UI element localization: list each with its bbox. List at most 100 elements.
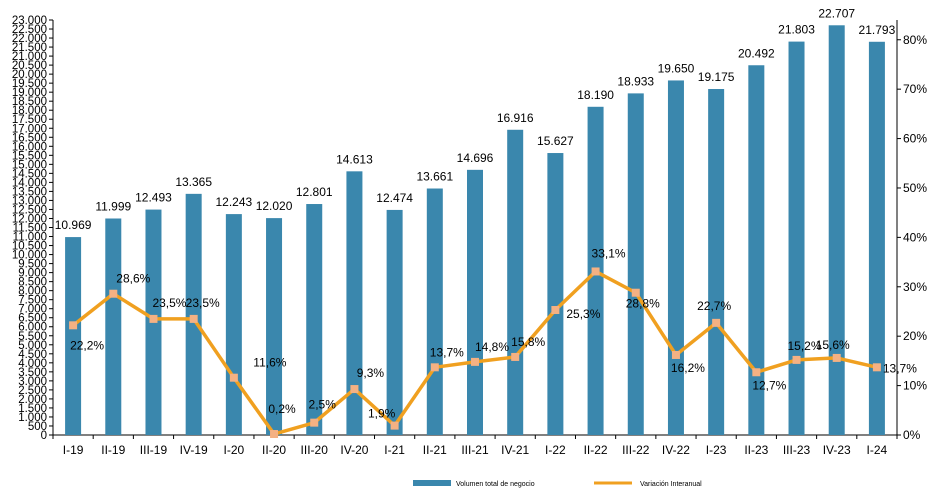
line-value-label: 23,5% bbox=[186, 296, 220, 310]
line-marker bbox=[350, 385, 359, 394]
bar-value-label: 21.793 bbox=[859, 23, 896, 37]
bar-series bbox=[65, 25, 885, 436]
x-axis-tick-label: II-22 bbox=[584, 443, 608, 457]
line-value-label: 33,1% bbox=[592, 246, 626, 260]
line-marker bbox=[631, 288, 640, 297]
left-axis-tick-label: 15.500 bbox=[12, 150, 47, 162]
left-axis-tick-label: 6.000 bbox=[18, 322, 47, 334]
left-axis-tick-label: 21.000 bbox=[12, 51, 47, 63]
line-value-label: 15,2% bbox=[788, 339, 822, 353]
line-value-label: 14,8% bbox=[475, 340, 509, 354]
line-value-label: 28,6% bbox=[116, 272, 150, 286]
line-marker bbox=[872, 363, 881, 372]
left-axis-tick-label: 5.000 bbox=[18, 340, 47, 352]
left-axis-tick-label: 2.000 bbox=[18, 394, 47, 406]
line-value-label: 1,9% bbox=[368, 407, 396, 421]
x-axis-tick-label: II-23 bbox=[744, 443, 768, 457]
bar bbox=[748, 65, 765, 435]
left-axis-tick-label: 16.500 bbox=[12, 132, 47, 144]
left-axis-tick-label: 18.500 bbox=[12, 96, 47, 108]
line-value-label: 22,2% bbox=[70, 338, 104, 352]
bar-value-label: 12.493 bbox=[135, 191, 172, 205]
line-marker bbox=[752, 368, 761, 377]
line-marker bbox=[712, 318, 721, 327]
bar-value-label: 19.175 bbox=[698, 70, 735, 84]
left-axis-tick-label: 8.000 bbox=[18, 286, 47, 298]
left-axis-tick-label: 11.000 bbox=[13, 232, 47, 244]
line-value-label: 11,6% bbox=[253, 356, 286, 370]
left-axis-tick-label: 22.000 bbox=[12, 33, 47, 45]
legend-bar-swatch bbox=[413, 480, 451, 486]
left-axis-tick-label: 4.000 bbox=[18, 358, 47, 370]
left-axis-tick-label: 3.500 bbox=[18, 367, 47, 379]
line-value-label: 16,2% bbox=[671, 361, 705, 375]
left-axis-tick-label: 16.000 bbox=[12, 141, 47, 153]
line-value-label: 15,6% bbox=[816, 338, 850, 352]
right-axis-tick-label: 20% bbox=[903, 329, 927, 343]
left-axis-tick-label: 10.500 bbox=[12, 241, 47, 253]
line-value-label: 13,7% bbox=[883, 361, 917, 375]
x-axis-tick-label: III-22 bbox=[622, 443, 650, 457]
x-axis-tick-label: I-19 bbox=[63, 443, 84, 457]
line-marker bbox=[832, 353, 841, 362]
x-axis-tick-label: I-23 bbox=[706, 443, 727, 457]
bar bbox=[306, 204, 323, 435]
left-axis-tick-label: 21.500 bbox=[12, 42, 47, 54]
bar-value-label: 12.801 bbox=[296, 185, 333, 199]
left-axis-tick-label: 15.000 bbox=[12, 159, 47, 171]
left-axis-tick-label: 10.000 bbox=[12, 250, 47, 262]
line-value-label: 28,8% bbox=[626, 297, 660, 311]
left-axis-tick-label: 5.500 bbox=[18, 331, 47, 343]
x-axis-tick-label: IV-22 bbox=[662, 443, 690, 457]
bar-value-label: 14.613 bbox=[336, 152, 373, 166]
line-marker bbox=[390, 421, 399, 430]
line-value-label: 9,3% bbox=[357, 366, 385, 380]
bar bbox=[708, 89, 725, 436]
x-axis-tick-label: III-23 bbox=[783, 443, 811, 457]
bar-value-label: 22.707 bbox=[818, 6, 855, 20]
line-value-label: 0,2% bbox=[268, 402, 296, 416]
line-value-labels: 22,2%28,6%23,5% 23,5%11,6%0,2% 2,5%9,3%1,9… bbox=[70, 246, 917, 420]
x-axis-tick-label: I-22 bbox=[545, 443, 566, 457]
left-axis-tick-label: 9.000 bbox=[18, 268, 47, 280]
bar bbox=[507, 129, 524, 435]
bar bbox=[547, 153, 564, 436]
bar-value-label: 13.365 bbox=[175, 175, 212, 189]
line-marker bbox=[551, 306, 560, 315]
left-axis-tick-label: 20.000 bbox=[12, 69, 47, 81]
bar-value-label: 12.474 bbox=[376, 191, 413, 205]
line-marker bbox=[430, 363, 439, 372]
left-axis-tick-label: 9.500 bbox=[18, 259, 47, 271]
right-axis-tick-label: 70% bbox=[903, 82, 927, 96]
line-value-label: 13,7% bbox=[430, 345, 464, 359]
left-axis-tick-label: 12.500 bbox=[12, 204, 47, 216]
left-axis-tick-label: 1.500 bbox=[18, 403, 47, 415]
line-marker bbox=[69, 321, 78, 330]
right-axis-tick-label: 10% bbox=[903, 379, 927, 393]
bar-value-label: 20.492 bbox=[738, 46, 775, 60]
left-axis-tick-label: 13.500 bbox=[12, 186, 47, 198]
line-value-label: 22,7% bbox=[697, 299, 731, 313]
x-axis-tick-label: IV-20 bbox=[340, 443, 368, 457]
bar bbox=[346, 171, 363, 435]
line-marker bbox=[229, 373, 238, 382]
left-axis-tick-label: 18.000 bbox=[12, 105, 47, 117]
left-axis-tick-label: 17.000 bbox=[12, 123, 47, 135]
left-axis-tick-label: 1.000 bbox=[18, 412, 47, 424]
left-axis: 05001.0001.5002.0002.5003.0003.5004.0004… bbox=[12, 15, 54, 442]
line-marker bbox=[189, 314, 198, 323]
left-axis-tick-label: 4.500 bbox=[18, 349, 47, 361]
left-axis-tick-label: 0 bbox=[41, 430, 47, 442]
bar bbox=[386, 209, 403, 435]
x-axis-tick-label: IV-19 bbox=[180, 443, 208, 457]
left-axis-tick-label: 2.500 bbox=[18, 385, 47, 397]
legend-line-label: Variación Interanual bbox=[640, 481, 702, 488]
bar-value-label: 19.650 bbox=[658, 61, 695, 75]
x-axis-tick-label: II-20 bbox=[262, 443, 286, 457]
bar bbox=[426, 188, 443, 435]
left-axis-tick-label: 12.000 bbox=[12, 213, 47, 225]
right-axis-tick-label: 40% bbox=[903, 230, 927, 244]
line-marker bbox=[109, 289, 118, 298]
